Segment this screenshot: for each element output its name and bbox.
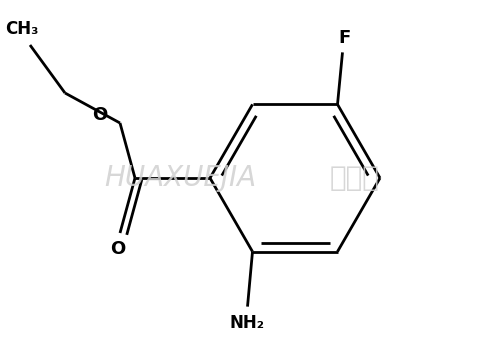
Text: NH₂: NH₂ bbox=[230, 314, 265, 331]
Text: CH₃: CH₃ bbox=[5, 20, 39, 38]
Text: O: O bbox=[92, 106, 108, 124]
Text: HUAXUEJIA: HUAXUEJIA bbox=[104, 164, 256, 192]
Text: O: O bbox=[110, 240, 126, 258]
Text: F: F bbox=[338, 30, 350, 47]
Text: 化学加: 化学加 bbox=[330, 164, 380, 192]
